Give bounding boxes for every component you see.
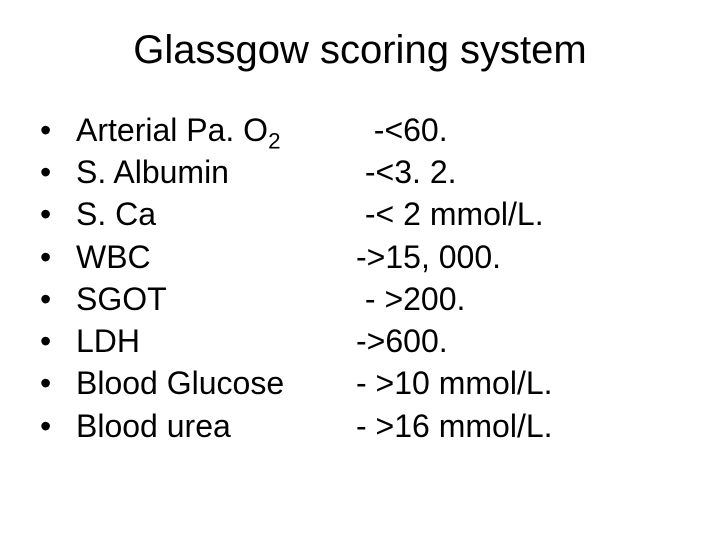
item-value: -< 2 mmol/L. xyxy=(356,193,720,235)
bullet-list: • Arterial Pa. O2 -<60. • S. Albumin -<3… xyxy=(0,109,720,447)
bullet-icon: • xyxy=(40,151,76,193)
item-label: LDH xyxy=(76,320,356,362)
bullet-icon: • xyxy=(40,405,76,447)
list-item: • Blood Glucose - >10 mmol/L. xyxy=(40,362,720,404)
item-value: - >10 mmol/L. xyxy=(356,362,720,404)
bullet-icon: • xyxy=(40,236,76,278)
item-label: WBC xyxy=(76,236,356,278)
list-item: • LDH ->600. xyxy=(40,320,720,362)
item-value: ->600. xyxy=(356,320,720,362)
item-value: - >200. xyxy=(356,278,720,320)
bullet-icon: • xyxy=(40,362,76,404)
list-item: • Blood urea - >16 mmol/L. xyxy=(40,405,720,447)
list-item: • Arterial Pa. O2 -<60. xyxy=(40,109,720,151)
slide-title: Glassgow scoring system xyxy=(0,28,720,73)
bullet-icon: • xyxy=(40,278,76,320)
item-label: SGOT xyxy=(76,278,356,320)
item-label: Arterial Pa. O2 xyxy=(76,109,356,151)
item-value: -<3. 2. xyxy=(356,151,720,193)
bullet-icon: • xyxy=(40,109,76,151)
bullet-icon: • xyxy=(40,193,76,235)
item-label: S. Ca xyxy=(76,193,356,235)
list-item: • WBC ->15, 000. xyxy=(40,236,720,278)
item-value: ->15, 000. xyxy=(356,236,720,278)
list-item: • S. Ca -< 2 mmol/L. xyxy=(40,193,720,235)
list-item: • S. Albumin -<3. 2. xyxy=(40,151,720,193)
list-item: • SGOT - >200. xyxy=(40,278,720,320)
bullet-icon: • xyxy=(40,320,76,362)
item-label: Blood Glucose xyxy=(76,362,356,404)
item-value: -<60. xyxy=(356,109,720,151)
item-label: S. Albumin xyxy=(76,151,356,193)
item-value: - >16 mmol/L. xyxy=(356,405,720,447)
item-label: Blood urea xyxy=(76,405,356,447)
